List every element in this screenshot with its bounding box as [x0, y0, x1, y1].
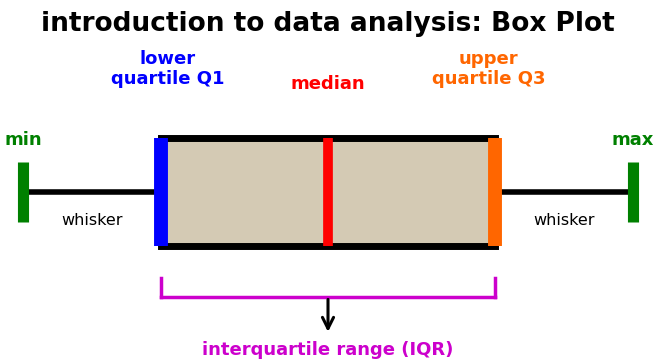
Text: whisker: whisker: [533, 213, 595, 228]
Text: introduction to data analysis: Box Plot: introduction to data analysis: Box Plot: [41, 11, 615, 37]
Text: whisker: whisker: [61, 213, 123, 228]
Text: min: min: [4, 131, 42, 149]
Text: lower
quartile Q1: lower quartile Q1: [110, 50, 224, 88]
Text: upper
quartile Q3: upper quartile Q3: [432, 50, 546, 88]
Bar: [161, 138, 495, 246]
Text: median: median: [291, 75, 365, 93]
Text: max: max: [612, 131, 654, 149]
Text: interquartile range (IQR): interquartile range (IQR): [202, 342, 454, 360]
Bar: [161, 138, 495, 246]
